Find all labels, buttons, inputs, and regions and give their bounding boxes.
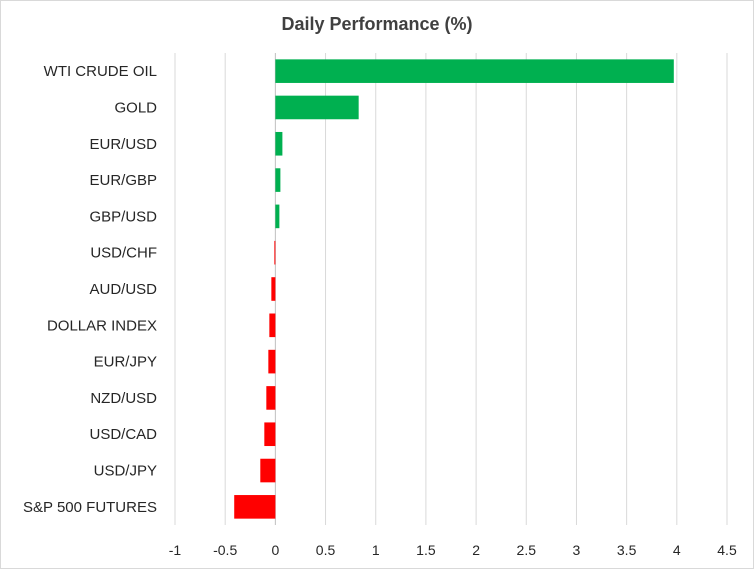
x-tick-label: 2.5 — [517, 542, 537, 558]
category-label: NZD/USD — [90, 390, 157, 407]
x-tick-label: 4 — [673, 542, 681, 558]
x-tick-label: 2 — [472, 542, 480, 558]
x-tick-label: 1.5 — [416, 542, 436, 558]
bar — [274, 240, 276, 265]
category-label: EUR/JPY — [94, 354, 157, 371]
category-label: AUD/USD — [89, 281, 157, 298]
x-tick-label: 0 — [271, 542, 279, 558]
category-label: S&P 500 FUTURES — [23, 499, 157, 516]
category-labels: WTI CRUDE OIL GOLD EUR/USD EUR/GBP GBP/USD US… — [23, 63, 157, 516]
bar — [266, 386, 276, 410]
x-tick-label: 3 — [573, 542, 581, 558]
x-tick-label: -0.5 — [213, 542, 237, 558]
category-label: GBP/USD — [89, 208, 157, 225]
bar — [275, 204, 280, 229]
bar — [275, 59, 674, 83]
category-label: WTI CRUDE OIL — [44, 63, 157, 80]
bar — [275, 168, 281, 192]
chart-title: Daily Performance (%) — [281, 14, 473, 34]
gridlines — [174, 53, 728, 525]
x-tick-label: 0.5 — [316, 542, 336, 558]
x-tick-labels: -1 -0.5 0 0.5 1 1.5 2 2.5 3 3.5 4 4.5 — [169, 542, 737, 558]
category-label: USD/CAD — [89, 426, 157, 443]
bar — [260, 458, 276, 483]
category-label: EUR/USD — [89, 136, 157, 153]
category-label: DOLLAR INDEX — [47, 317, 157, 334]
category-label: USD/JPY — [94, 463, 157, 480]
bar — [271, 277, 276, 301]
bar — [234, 495, 276, 519]
x-tick-label: -1 — [169, 542, 182, 558]
bars — [234, 59, 674, 519]
bar — [275, 95, 359, 120]
category-label: USD/CHF — [90, 245, 157, 262]
x-tick-label: 1 — [372, 542, 380, 558]
category-label: EUR/GBP — [89, 172, 157, 189]
bar — [275, 131, 283, 156]
bar — [264, 422, 276, 447]
x-tick-label: 4.5 — [717, 542, 737, 558]
x-tick-label: 3.5 — [617, 542, 637, 558]
bar — [269, 313, 276, 338]
bar — [268, 349, 276, 374]
category-label: GOLD — [114, 99, 157, 116]
